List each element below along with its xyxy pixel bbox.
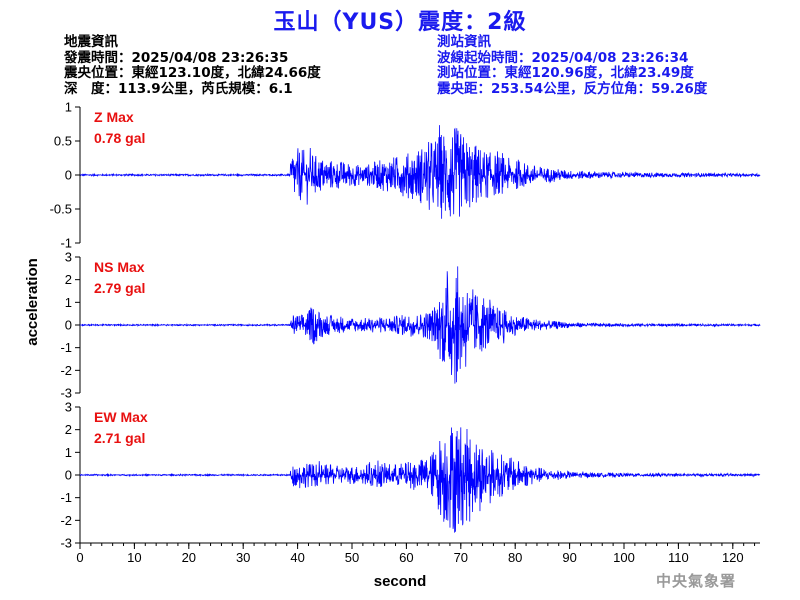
- y-tick-label: -1: [60, 340, 72, 355]
- x-tick-label: 80: [508, 550, 522, 565]
- y-axis-label: acceleration: [24, 258, 41, 346]
- x-tick-label: 90: [562, 550, 576, 565]
- x-tick-label: 70: [454, 550, 468, 565]
- agency-watermark: 中央氣象署: [656, 572, 737, 590]
- earthquake-info-heading: 地震資訊: [64, 34, 118, 50]
- x-tick-label: 40: [290, 550, 304, 565]
- max-label-z: Z Max: [94, 109, 134, 125]
- earthquake-info-panel: 地震資訊 發震時間：2025/04/08 23:26:35 震央位置：東經123…: [64, 34, 321, 97]
- x-tick-label: 50: [345, 550, 359, 565]
- origin-time: 發震時間：2025/04/08 23:26:35: [64, 49, 289, 66]
- station-location: 測站位置：東經120.96度，北緯23.49度: [437, 65, 694, 81]
- y-tick-label: 0: [65, 468, 72, 483]
- x-tick-label: 120: [722, 550, 744, 565]
- wave-start-time: 波線起始時間：2025/04/08 23:26:34: [437, 49, 689, 66]
- max-value-ew: 2.71 gal: [94, 430, 145, 446]
- epicenter-location: 震央位置：東經123.10度，北緯24.66度: [64, 65, 321, 81]
- x-tick-label: 110: [668, 550, 689, 565]
- y-tick-label: -0.5: [50, 202, 72, 217]
- station-info-heading: 測站資訊: [437, 34, 491, 50]
- y-tick-label: -2: [60, 513, 72, 528]
- chart-title: 玉山（YUS）震度：2級: [273, 10, 527, 35]
- y-tick-label: 2: [65, 272, 72, 287]
- y-tick-label: -1: [60, 236, 72, 251]
- trace-z: [79, 125, 761, 219]
- x-tick-label: 0: [76, 550, 83, 565]
- y-tick-label: 0: [65, 318, 72, 333]
- station-info-panel: 測站資訊 波線起始時間：2025/04/08 23:26:34 測站位置：東經1…: [437, 34, 708, 97]
- max-value-ns: 2.79 gal: [94, 280, 145, 296]
- trace-ew: [79, 427, 761, 533]
- y-tick-label: 0.5: [54, 134, 72, 149]
- y-tick-label: 1: [65, 295, 72, 310]
- x-tick-label: 100: [613, 550, 635, 565]
- y-tick-label: -3: [60, 386, 72, 401]
- y-tick-label: -3: [60, 536, 72, 551]
- x-axis-label: second: [374, 573, 427, 590]
- x-tick-label: 30: [236, 550, 250, 565]
- y-tick-label: 2: [65, 422, 72, 437]
- max-value-z: 0.78 gal: [94, 130, 145, 146]
- trace-ns: [79, 266, 761, 384]
- distance-azimuth: 震央距：253.54公里，反方位角：59.26度: [437, 80, 708, 97]
- x-tick-label: 20: [182, 550, 196, 565]
- y-tick-label: -1: [60, 490, 72, 505]
- y-tick-label: 3: [65, 400, 72, 415]
- x-tick-label: 10: [127, 550, 141, 565]
- max-label-ns: NS Max: [94, 259, 145, 275]
- depth-magnitude: 深 度：113.9公里，芮氏規模：6.1: [64, 80, 293, 97]
- y-tick-label: 1: [65, 100, 72, 115]
- y-tick-label: 1: [65, 445, 72, 460]
- y-tick-label: -2: [60, 363, 72, 378]
- y-tick-label: 3: [65, 250, 72, 265]
- x-tick-label: 60: [399, 550, 413, 565]
- y-tick-label: 0: [65, 168, 72, 183]
- max-label-ew: EW Max: [94, 409, 148, 425]
